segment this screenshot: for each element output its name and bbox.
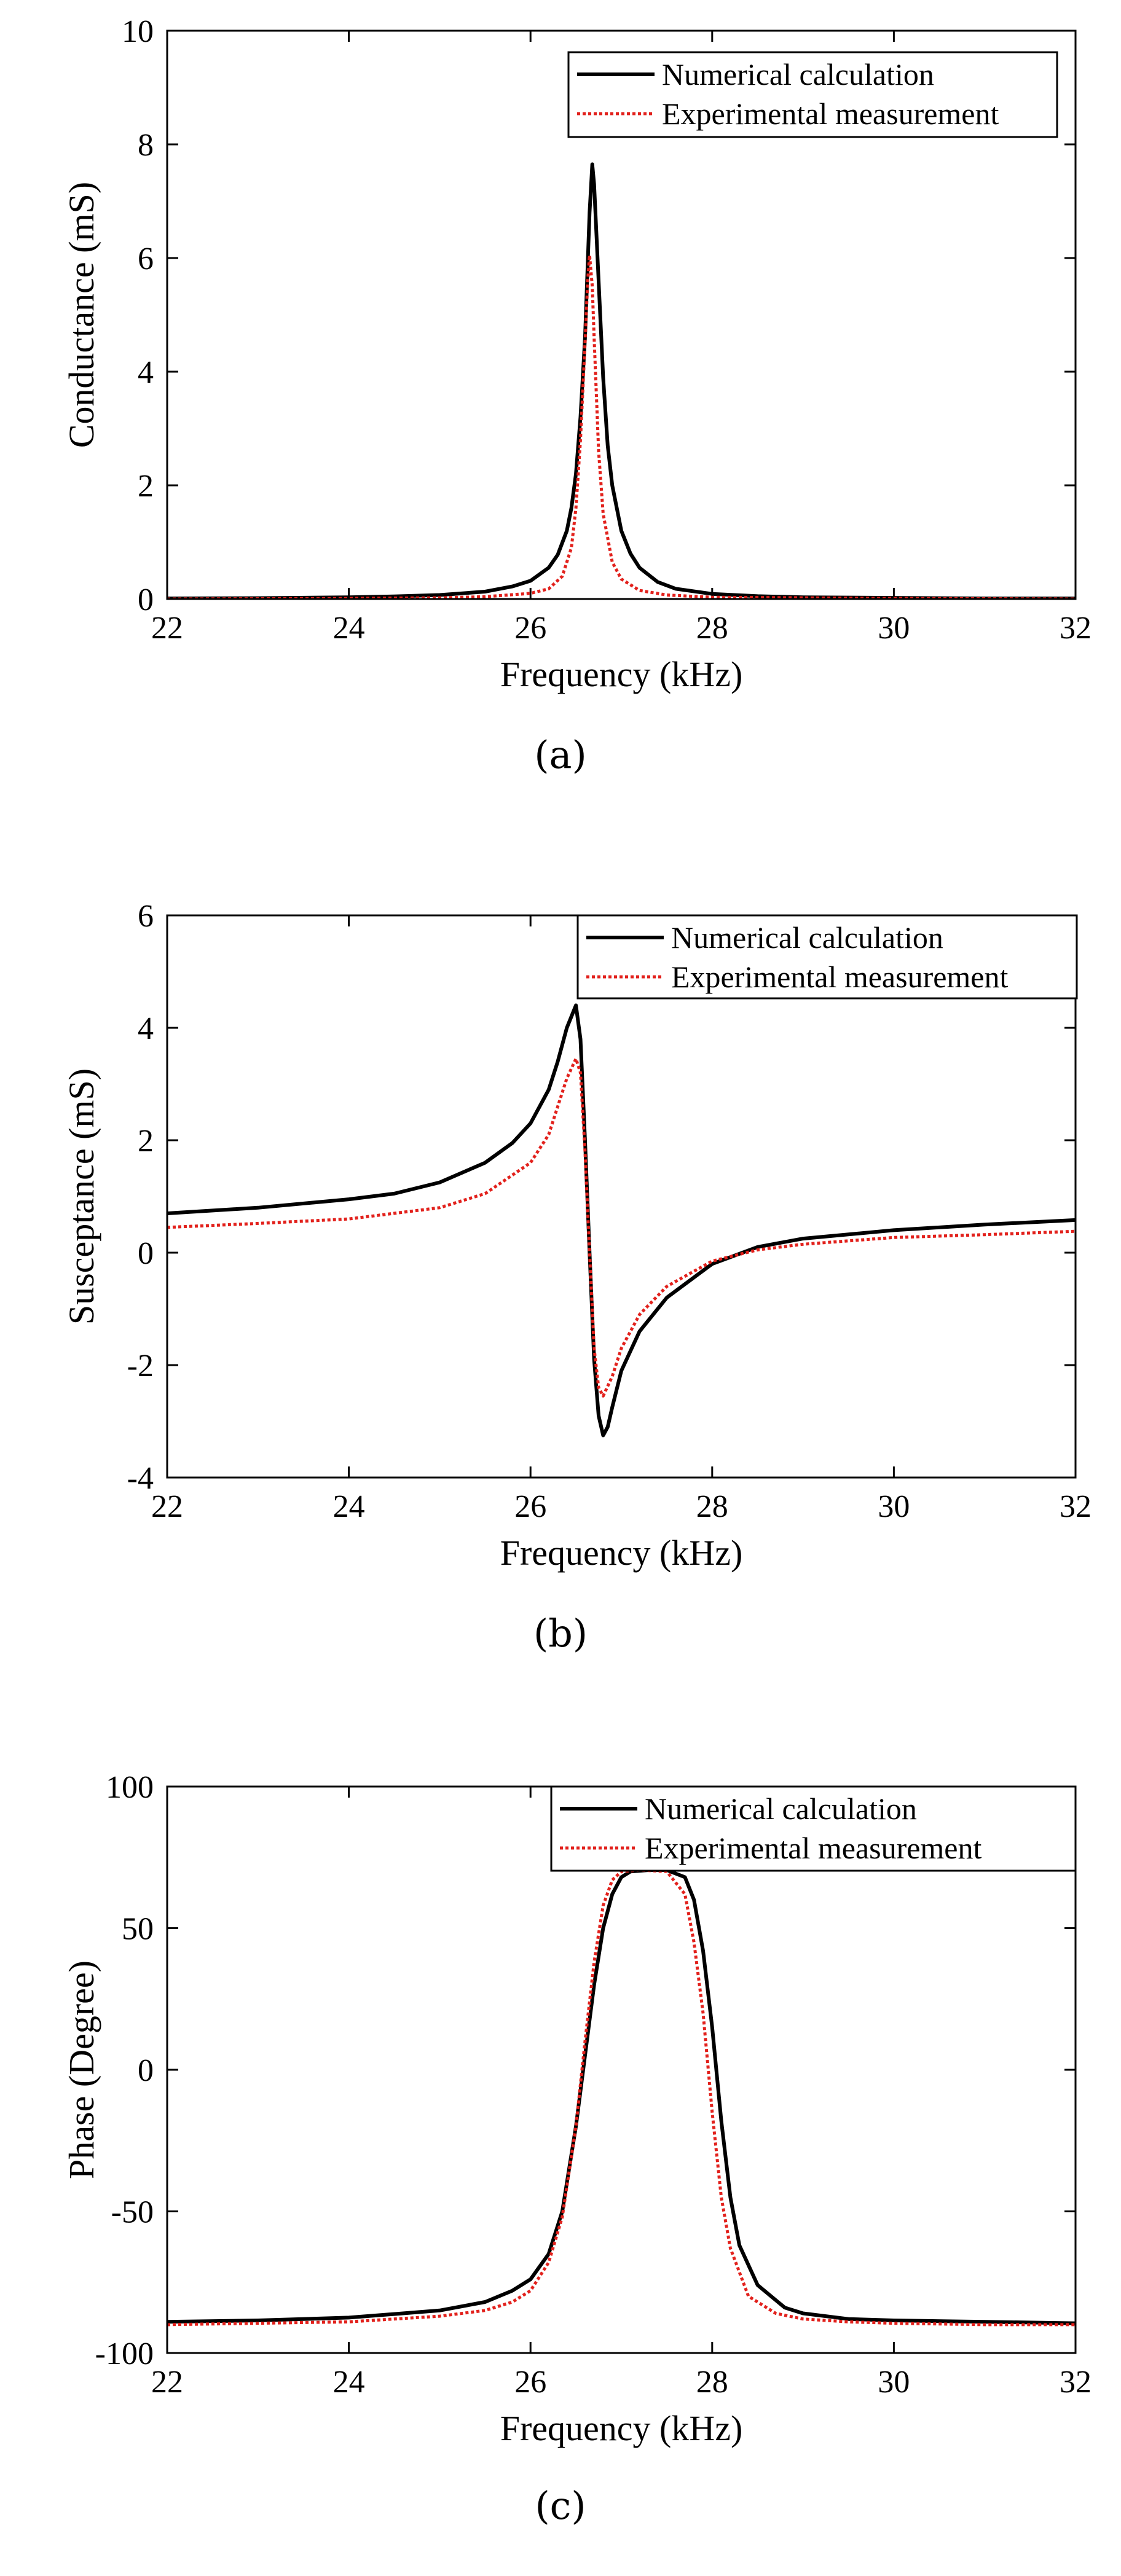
x-tick-label: 24 [333, 611, 365, 646]
x-tick-label: 32 [1060, 1489, 1092, 1524]
x-axis-label: Frequency (kHz) [500, 2408, 743, 2448]
series-line-experimental [167, 1057, 1076, 1398]
x-tick-label: 26 [514, 2365, 546, 2400]
y-tick-label: 6 [138, 241, 154, 276]
y-axis-label: Conductance (mS) [61, 182, 101, 448]
x-tick-label: 30 [878, 611, 910, 646]
chart-phase: 22 24 26 28 30 32 -100 -50 0 50 100 Frequency (kHz)… [61, 1770, 1092, 2528]
x-tick-label: 28 [696, 1489, 728, 1524]
y-tick-label: 0 [138, 1236, 154, 1271]
legend-label-numerical: Numerical calculation [671, 920, 943, 955]
y-tick-label: 2 [138, 1124, 154, 1159]
x-tick-label: 30 [878, 2365, 910, 2400]
y-tick-label: -4 [127, 1461, 154, 1496]
x-tick-label: 22 [151, 1489, 183, 1524]
x-axis-label: Frequency (kHz) [500, 654, 743, 694]
plot-frame [166, 29, 1077, 600]
y-tick-label: 8 [138, 128, 154, 163]
x-tick-label: 30 [878, 1489, 910, 1524]
x-tick-label: 32 [1060, 2365, 1092, 2400]
x-tick-label: 26 [514, 1489, 546, 1524]
legend: Numerical calculation Experimental measur… [550, 1785, 1077, 1872]
y-tick-label: 50 [122, 1912, 154, 1947]
y-tick-label: 4 [138, 1011, 154, 1046]
series-line-numerical [167, 162, 1076, 599]
x-axis-label: Frequency (kHz) [500, 1533, 743, 1573]
panel-label: (c) [535, 2483, 586, 2528]
legend-label-numerical: Numerical calculation [662, 57, 934, 92]
legend: Numerical calculation Experimental measur… [576, 914, 1078, 1000]
legend-box [576, 914, 1078, 1000]
panel-label: (a) [534, 732, 586, 777]
legend: Numerical calculation Experimental measur… [567, 51, 1058, 138]
y-tick-label: 6 [138, 899, 154, 934]
x-tick-label: 26 [514, 611, 546, 646]
y-tick-label: 100 [106, 1770, 154, 1805]
x-tick-label: 22 [151, 611, 183, 646]
y-tick-label: 4 [138, 355, 154, 390]
x-tick-label: 32 [1060, 611, 1092, 646]
y-tick-label: -50 [111, 2195, 154, 2230]
legend-label-experimental: Experimental measurement [662, 96, 999, 131]
y-axis-label: Susceptance (mS) [61, 1068, 101, 1325]
y-axis-label: Phase (Degree) [61, 1960, 101, 2179]
legend-box [550, 1785, 1077, 1872]
legend-label-numerical: Numerical calculation [645, 1791, 917, 1826]
x-tick-label: 24 [333, 1489, 365, 1524]
x-tick-label: 28 [696, 611, 728, 646]
y-tick-label: 10 [122, 14, 154, 49]
series-line-experimental [167, 253, 1076, 599]
panel-label: (b) [533, 1611, 588, 1656]
legend-label-experimental: Experimental measurement [645, 1831, 981, 1865]
x-tick-label: 24 [333, 2365, 365, 2400]
x-tick-label: 28 [696, 2365, 728, 2400]
y-tick-label: 0 [138, 582, 154, 617]
y-tick-label: -2 [127, 1349, 154, 1384]
y-tick-label: 0 [138, 2053, 154, 2088]
y-tick-label: 2 [138, 469, 154, 504]
legend-box [567, 51, 1058, 138]
legend-label-experimental: Experimental measurement [671, 960, 1008, 994]
plot-area [167, 915, 1076, 1478]
x-tick-label: 22 [151, 2365, 183, 2400]
series-line-experimental [167, 1868, 1076, 2327]
y-tick-label: -100 [95, 2336, 154, 2371]
